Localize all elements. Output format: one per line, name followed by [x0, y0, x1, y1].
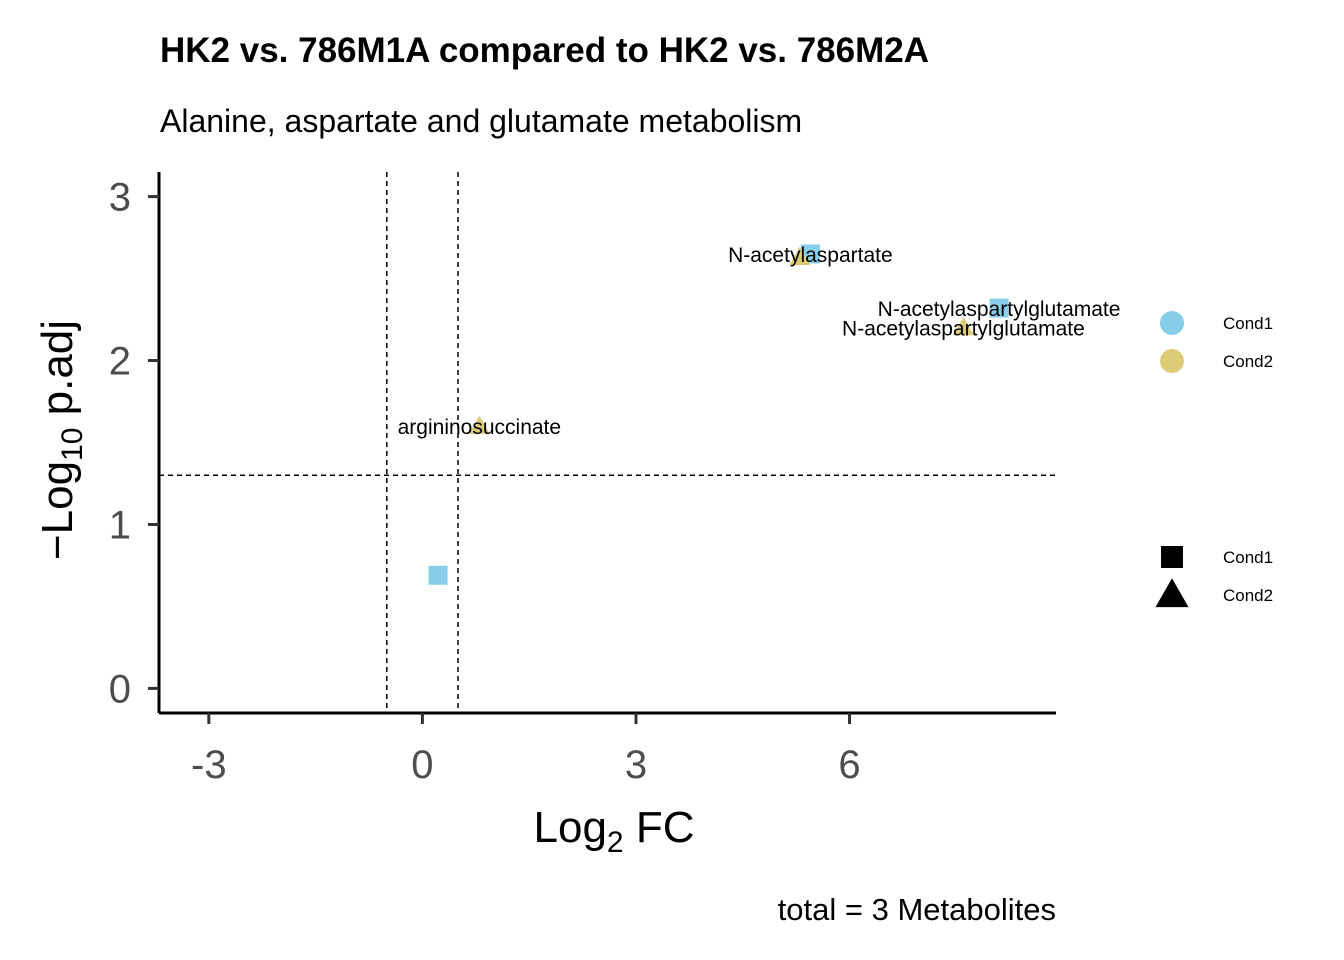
data-points — [428, 244, 1009, 585]
x-tick-label: -3 — [191, 743, 227, 787]
point-label: N-acetylaspartate — [728, 244, 893, 267]
legend-shape-label: Cond2 — [1223, 586, 1273, 605]
plot-area: N-acetylaspartate N-acetylaspartylglutama… — [159, 172, 1120, 713]
chart-subtitle: Alanine, aspartate and glutamate metabol… — [160, 103, 802, 139]
axes: -3 0 3 6 0 1 2 3 — [109, 172, 1056, 787]
legend-color-key — [1160, 311, 1184, 335]
legend-shape-key — [1161, 546, 1183, 568]
y-tick-label: 1 — [109, 503, 131, 547]
data-point-cond2 — [789, 246, 811, 265]
chart-caption: total = 3 Metabolites — [778, 892, 1056, 927]
point-label: N-acetylaspartylglutamate — [842, 318, 1085, 341]
data-point-cond1 — [989, 298, 1009, 318]
legend-color: Cond1 Cond2 — [1160, 311, 1273, 373]
x-axis-title: Log2 FC — [534, 803, 695, 859]
y-tick-label: 2 — [109, 340, 131, 384]
chart-title: HK2 vs. 786M1A compared to HK2 vs. 786M2… — [160, 31, 929, 70]
legend-color-key — [1160, 349, 1184, 373]
x-tick-label: 0 — [411, 743, 433, 787]
x-axis-ticks: -3 0 3 6 — [191, 713, 861, 787]
data-point-cond2 — [953, 317, 974, 336]
point-labels: N-acetylaspartate N-acetylaspartylglutama… — [398, 244, 1121, 439]
data-point-cond2 — [468, 415, 490, 434]
reference-lines — [159, 172, 1056, 713]
y-axis-title: −Log10 p.adj — [33, 320, 89, 560]
data-point-cond1 — [428, 565, 448, 585]
legend-shape: Cond1 Cond2 — [1155, 546, 1273, 608]
point-label: argininosuccinate — [398, 416, 561, 439]
y-tick-label: 0 — [109, 667, 131, 711]
x-tick-label: 6 — [838, 743, 860, 787]
legend-color-label: Cond1 — [1223, 314, 1273, 333]
legend-shape-key — [1155, 578, 1189, 608]
legend-shape-label: Cond1 — [1223, 548, 1273, 567]
x-tick-label: 3 — [625, 743, 647, 787]
y-axis-ticks: 0 1 2 3 — [109, 176, 159, 711]
y-tick-label: 3 — [109, 176, 131, 220]
legend-color-label: Cond2 — [1223, 352, 1273, 371]
point-label: N-acetylaspartylglutamate — [878, 298, 1121, 321]
